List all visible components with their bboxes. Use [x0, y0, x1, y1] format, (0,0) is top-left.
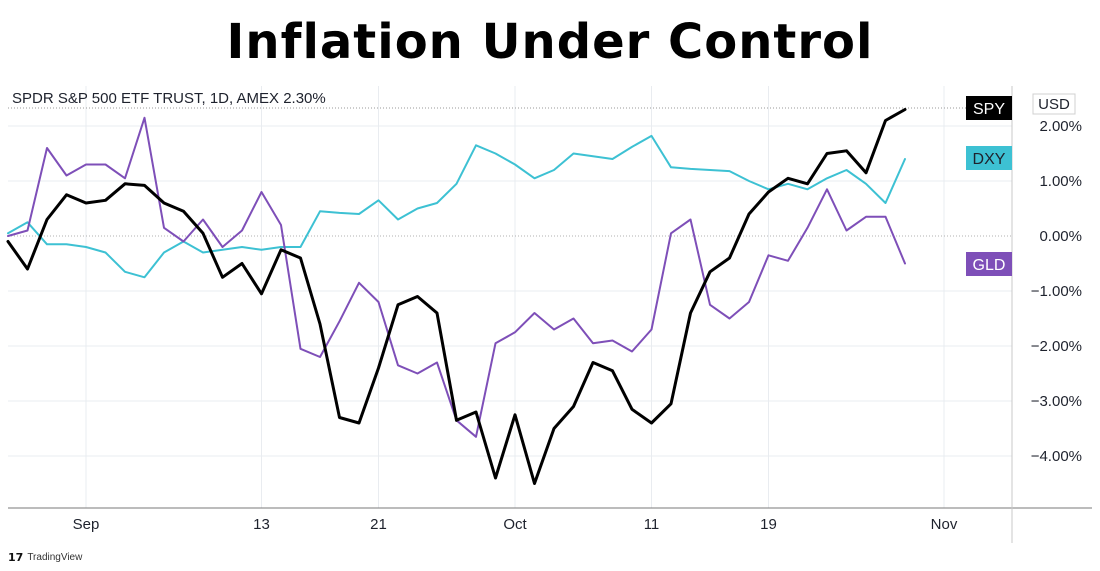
badge-label-spy: SPY	[973, 101, 1005, 118]
series-line-dxy	[7, 134, 906, 279]
tradingview-name: TradingView	[27, 552, 83, 563]
x-axis: Sep 13 21 Oct 11 19 Nov	[73, 516, 958, 533]
x-tick-label: 11	[644, 516, 660, 533]
y-tick-label: −2.00%	[1031, 338, 1082, 355]
x-tick-label: 21	[370, 516, 387, 533]
currency-label: USD	[1038, 96, 1070, 113]
chart-header: SPDR S&P 500 ETF TRUST, 1D, AMEX 2.30%	[12, 90, 326, 107]
series-layer	[6, 108, 907, 485]
badge-spy	[966, 96, 1012, 120]
x-tick-label: 13	[253, 516, 270, 533]
x-tick-label: 19	[760, 516, 777, 533]
page-title: Inflation Under Control	[226, 14, 874, 70]
series-line-spy	[6, 108, 907, 485]
x-tick-label: Nov	[931, 516, 958, 533]
grid	[8, 86, 1012, 508]
series-badges: SPY DXY GLD	[966, 96, 1012, 276]
currency-box[interactable]	[1032, 93, 1076, 115]
y-tick-label: −1.00%	[1031, 283, 1082, 300]
x-tick-label: Oct	[503, 516, 527, 533]
tradingview-icon: 17	[8, 551, 24, 564]
y-tick-label: 2.00%	[1039, 118, 1082, 135]
y-tick-label: −3.00%	[1031, 393, 1082, 410]
y-tick-label: 1.00%	[1039, 173, 1082, 190]
x-tick-label: Sep	[73, 516, 100, 533]
badge-label-gld: GLD	[973, 257, 1006, 274]
y-tick-label: −4.00%	[1031, 448, 1082, 465]
badge-dxy	[966, 146, 1012, 170]
y-tick-label: 0.00%	[1039, 228, 1082, 245]
y-axis: 2.00% 1.00% 0.00% −1.00% −2.00% −3.00% −4.00%	[1031, 118, 1082, 465]
tradingview-logo[interactable]: 17 TradingView	[8, 551, 82, 564]
badge-label-dxy: DXY	[973, 151, 1006, 168]
badge-gld	[966, 252, 1012, 276]
